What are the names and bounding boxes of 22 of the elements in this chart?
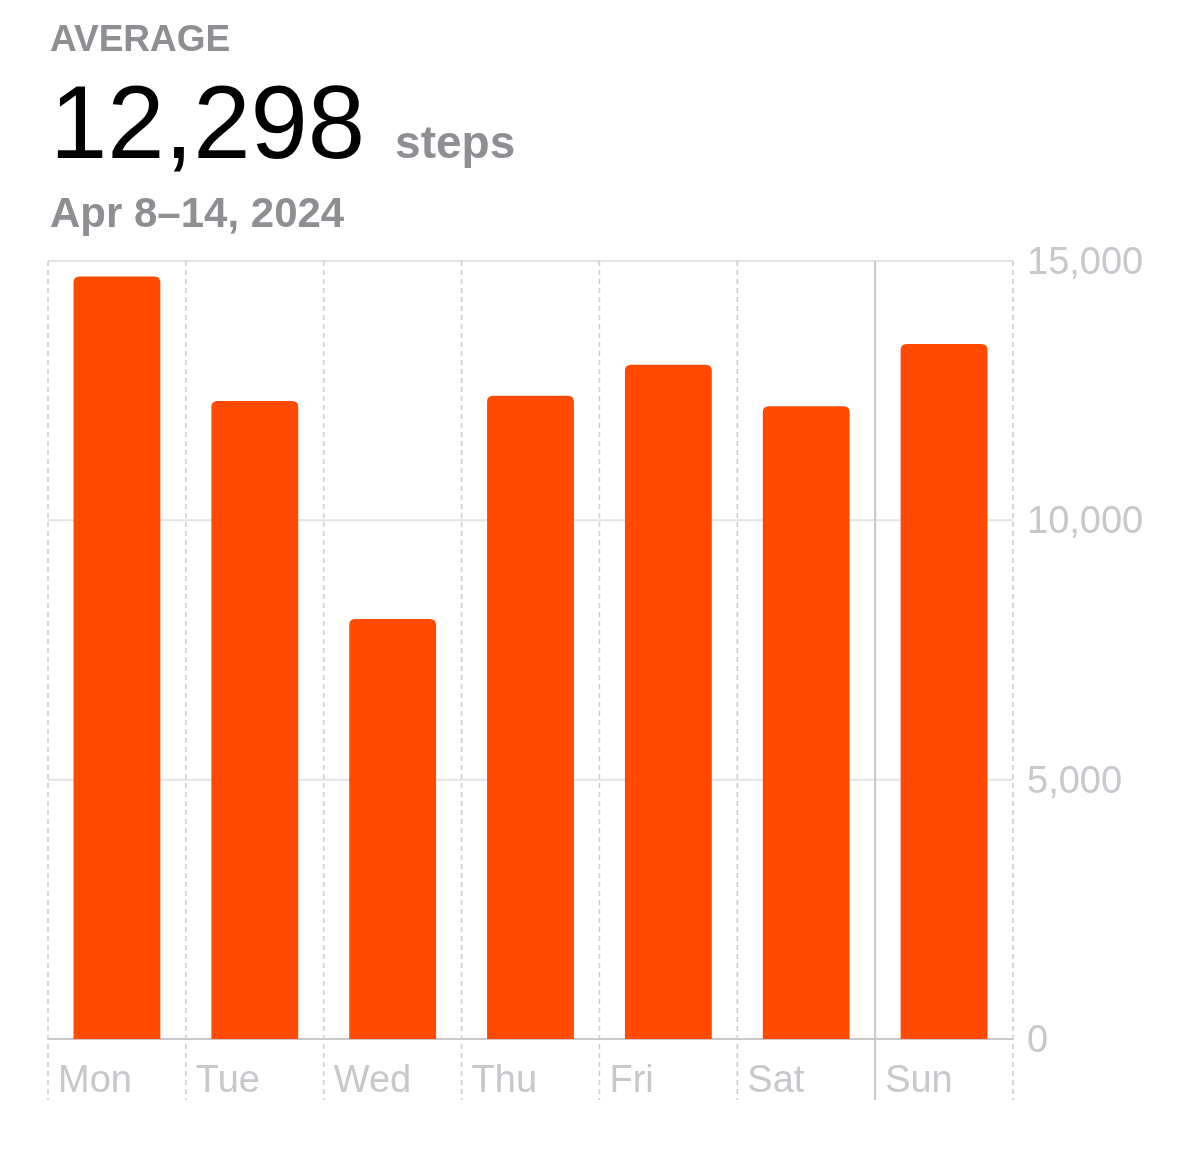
x-tick-label: Tue — [195, 1058, 260, 1100]
chart-title: AVERAGE — [50, 18, 231, 59]
bar — [73, 276, 161, 1039]
x-tick-label: Thu — [471, 1058, 538, 1100]
x-tick-label: Wed — [333, 1058, 412, 1100]
bar — [487, 395, 574, 1039]
bar — [624, 364, 712, 1039]
y-tick-label: 10,000 — [1027, 499, 1144, 542]
x-tick-label: Sun — [885, 1058, 953, 1100]
x-tick-label: Fri — [609, 1058, 654, 1100]
bar — [211, 401, 299, 1039]
y-tick-label: 5,000 — [1027, 758, 1123, 801]
x-tick-label: Sat — [747, 1058, 805, 1100]
y-tick-label: 0 — [1027, 1018, 1049, 1060]
bar — [762, 406, 850, 1039]
bar — [349, 618, 437, 1039]
y-tick-label: 15,000 — [1027, 240, 1144, 282]
bar — [900, 343, 988, 1039]
x-tick-label: Mon — [58, 1058, 132, 1100]
text: steps — [395, 116, 516, 168]
text: 12,298 — [50, 65, 366, 180]
chart-subtitle: Apr 8–14, 2024 — [50, 189, 345, 236]
